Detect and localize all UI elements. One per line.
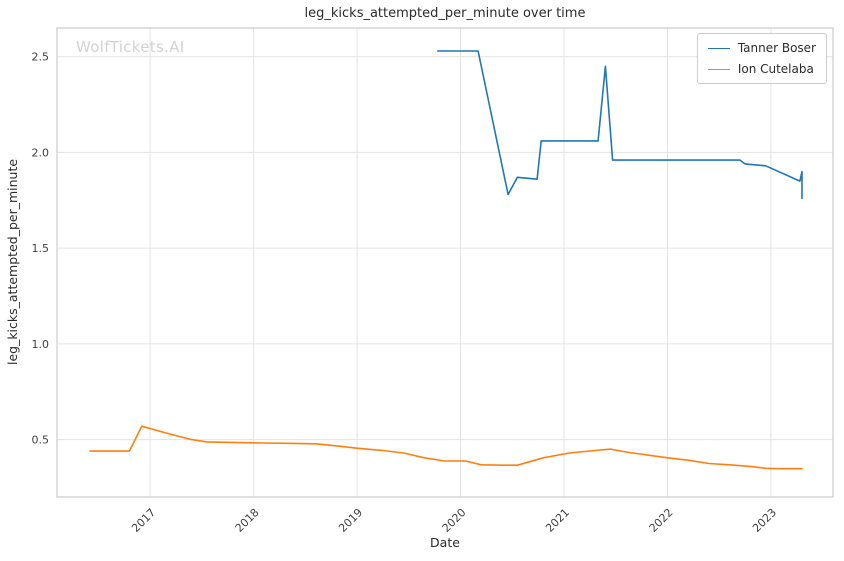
svg-text:2.0: 2.0 (32, 146, 50, 159)
svg-text:0.5: 0.5 (32, 434, 50, 447)
watermark: WolfTickets.AI (76, 38, 185, 56)
legend-swatch (707, 68, 730, 70)
chart-title: leg_kicks_attempted_per_minute over time (304, 6, 586, 21)
y-axis-label: leg_kicks_attempted_per_minute (5, 159, 20, 365)
svg-text:2018: 2018 (233, 506, 262, 535)
svg-text:2021: 2021 (543, 506, 572, 535)
svg-text:2023: 2023 (750, 506, 779, 535)
svg-text:2.5: 2.5 (32, 51, 50, 64)
legend: Tanner Boser Ion Cutelaba (696, 33, 827, 84)
svg-text:2017: 2017 (129, 506, 158, 535)
legend-swatch (707, 47, 730, 49)
legend-item: Ion Cutelaba (707, 62, 816, 76)
svg-text:2022: 2022 (647, 506, 676, 535)
svg-text:2019: 2019 (336, 506, 365, 535)
legend-item: Tanner Boser (707, 41, 816, 55)
svg-text:1.5: 1.5 (32, 242, 50, 255)
svg-text:2020: 2020 (440, 506, 469, 535)
svg-text:1.0: 1.0 (32, 338, 50, 351)
plot-layer: 0.5 1.0 1.5 2.0 2.5 2017 2018 2019 2020 2021 2022 2… (32, 27, 834, 535)
legend-label: Ion Cutelaba (737, 62, 814, 76)
legend-label: Tanner Boser (737, 41, 816, 55)
x-axis-label: Date (430, 535, 460, 550)
